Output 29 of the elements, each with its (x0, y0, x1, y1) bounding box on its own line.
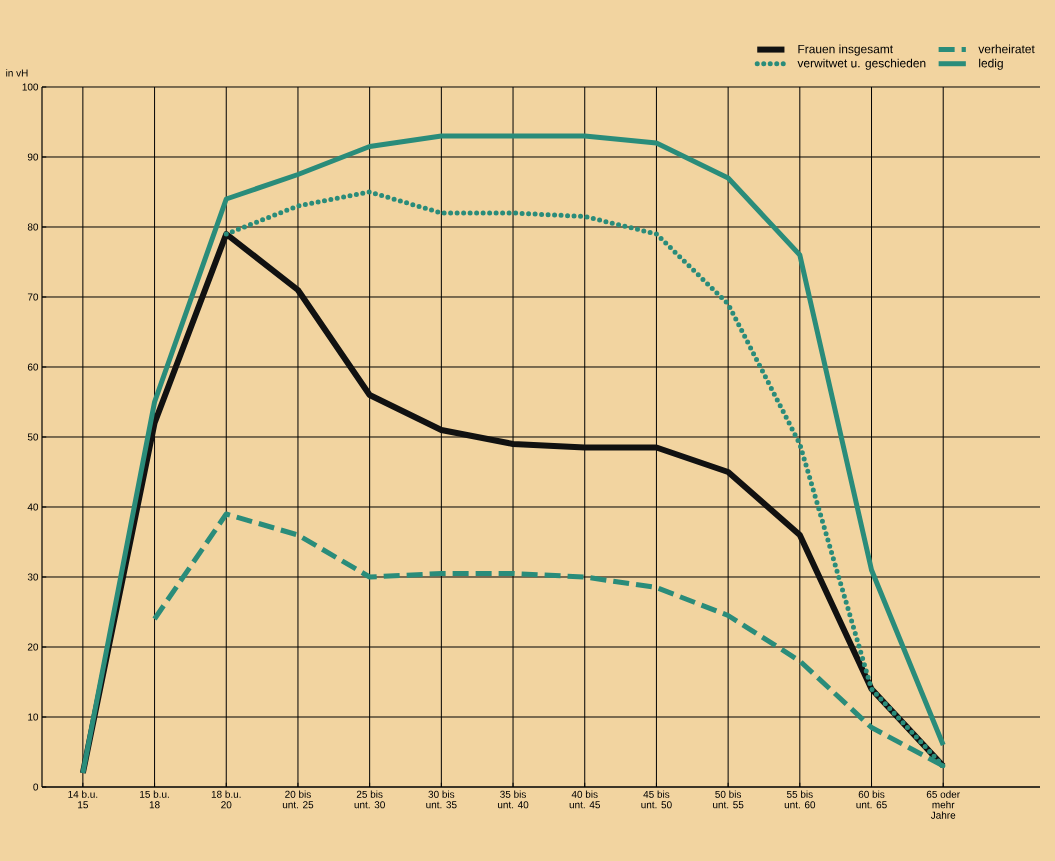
x-tick-label: 35 bis unt. 40 (497, 790, 529, 809)
x-tick-label: 14 b.u. 15 (68, 790, 98, 809)
x-tick-label: 60 bis unt. 65 (856, 790, 887, 809)
legend-label: Frauen insgesamt (798, 44, 894, 56)
y-tick-label: 90 (27, 153, 39, 161)
x-tick-label: 50 bis unt. 55 (713, 790, 744, 809)
y-axis-title: in vH (6, 69, 28, 77)
y-tick-label: 100 (22, 83, 39, 91)
y-tick-label: 40 (27, 503, 39, 511)
y-tick-label: 30 (27, 573, 39, 581)
y-tick-label: 20 (27, 643, 39, 651)
x-tick-label: 30 bis unt. 35 (426, 790, 457, 809)
legend-label: verwitwet u. geschieden (797, 58, 926, 70)
y-tick-label: 50 (27, 433, 39, 441)
y-tick-label: 0 (33, 783, 39, 791)
y-tick-label: 80 (27, 223, 39, 231)
y-tick-label: 70 (27, 293, 39, 301)
y-tick-label: 10 (28, 713, 39, 721)
legend-label: ledig (979, 58, 1003, 70)
x-tick-label: 20 bis unt. 25 (282, 790, 314, 809)
legend-label: verheiratet (978, 44, 1035, 54)
x-tick-label: 18 b.u. 20 (211, 790, 241, 809)
x-tick-label: 55 bis unt. 60 (784, 790, 816, 809)
x-tick-label: 15 b.u. 18 (140, 790, 169, 809)
y-tick-label: 60 (27, 363, 39, 371)
x-tick-label: 40 bis unt. 45 (569, 790, 601, 809)
x-tick-label: 45 bis unt. 50 (641, 790, 672, 809)
x-tick-label: 65 oder mehr Jahre (926, 790, 960, 819)
x-tick-label: 25 bis unt. 30 (354, 790, 385, 809)
